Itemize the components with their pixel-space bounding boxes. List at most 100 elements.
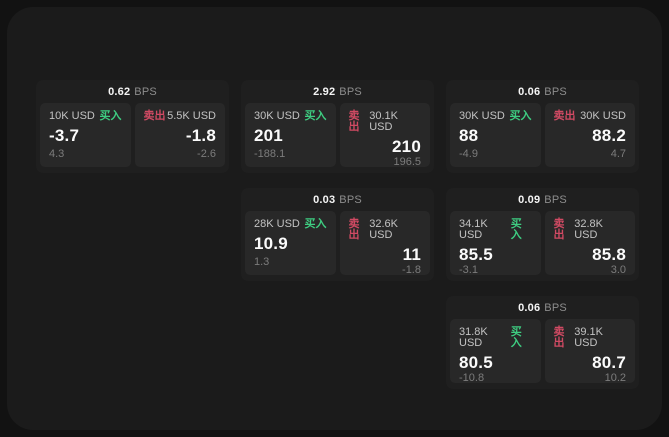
quote-card: 2.92 BPS 30K USD 买入 201 -188.1 卖出 30.1K …: [241, 80, 434, 173]
bps-value: 0.06: [518, 85, 541, 98]
sell-tile-top: 卖出 32.8K USD: [554, 219, 627, 241]
buy-price: 88: [459, 126, 479, 145]
buy-button[interactable]: 买入: [304, 110, 327, 122]
sell-tile-top: 卖出 39.1K USD: [554, 327, 627, 349]
bps-unit-label: BPS: [544, 301, 567, 314]
buy-price: 80.5: [459, 353, 493, 372]
bps-unit-label: BPS: [544, 193, 567, 206]
sell-tile-top: 卖出 32.6K USD: [349, 219, 422, 241]
buy-button[interactable]: 买入: [304, 218, 327, 230]
sell-quote-tile[interactable]: 卖出 32.6K USD 11 -1.8: [339, 211, 430, 276]
buy-change: -4.9: [459, 148, 478, 160]
buy-quote-tile[interactable]: 30K USD 买入 201 -188.1: [245, 103, 336, 167]
sell-tile-top: 卖出 5.5K USD: [144, 111, 217, 122]
buy-quote-tile[interactable]: 30K USD 买入 88 -4.9: [450, 103, 541, 167]
buy-button[interactable]: 买入: [510, 218, 522, 241]
quote-tiles: 30K USD 买入 88 -4.9 卖出 30K USD 88.2 4.7: [446, 103, 639, 167]
bps-header: 2.92 BPS: [241, 80, 434, 103]
buy-change: 4.3: [49, 148, 65, 160]
bps-value: 0.06: [518, 301, 541, 314]
buy-tile-top: 30K USD 买入: [254, 111, 327, 122]
bps-header: 0.06 BPS: [446, 296, 639, 319]
sell-change: 3.0: [610, 263, 626, 276]
sell-amount: 32.6K USD: [369, 218, 398, 241]
buy-button[interactable]: 买入: [510, 326, 522, 349]
sell-quote-tile[interactable]: 卖出 32.8K USD 85.8 3.0: [544, 211, 635, 276]
buy-quote-tile[interactable]: 34.1K USD 买入 85.5 -3.1: [450, 211, 541, 275]
bps-value: 0.09: [518, 193, 541, 206]
buy-tile-top: 10K USD 买入: [49, 111, 122, 122]
buy-amount: 10K USD: [49, 110, 95, 122]
buy-quote-tile[interactable]: 31.8K USD 买入 80.5 -10.8: [450, 319, 541, 383]
sell-change: 10.2: [604, 371, 626, 384]
sell-change: -1.8: [402, 263, 421, 276]
bps-unit-label: BPS: [134, 85, 157, 98]
quote-tiles: 10K USD 买入 -3.7 4.3 卖出 5.5K USD -1.8 -2.…: [36, 103, 229, 167]
sell-amount: 39.1K USD: [574, 326, 603, 349]
buy-change: 1.3: [254, 256, 270, 268]
buy-amount: 31.8K USD: [459, 326, 488, 349]
sell-button[interactable]: 卖出: [553, 218, 565, 241]
sell-quote-tile[interactable]: 卖出 30K USD 88.2 4.7: [544, 103, 635, 167]
quote-card: 0.06 BPS 30K USD 买入 88 -4.9 卖出 30K USD 8…: [446, 80, 639, 173]
sell-change: -2.6: [197, 148, 216, 160]
bps-unit-label: BPS: [544, 85, 567, 98]
buy-tile-top: 28K USD 买入: [254, 219, 327, 230]
sell-price: 88.2: [592, 126, 626, 145]
quote-tiles: 31.8K USD 买入 80.5 -10.8 卖出 39.1K USD 80.…: [446, 319, 639, 383]
sell-price: -1.8: [185, 126, 216, 145]
sell-quote-tile[interactable]: 卖出 5.5K USD -1.8 -2.6: [134, 103, 225, 167]
buy-quote-tile[interactable]: 10K USD 买入 -3.7 4.3: [40, 103, 131, 167]
quote-card: 0.62 BPS 10K USD 买入 -3.7 4.3 卖出 5.5K USD…: [36, 80, 229, 173]
bps-header: 0.06 BPS: [446, 80, 639, 103]
quote-card: 0.03 BPS 28K USD 买入 10.9 1.3 卖出 32.6K US…: [241, 188, 434, 281]
bps-unit-label: BPS: [339, 85, 362, 98]
buy-change: -188.1: [254, 148, 286, 160]
bps-value: 2.92: [313, 85, 336, 98]
buy-amount: 34.1K USD: [459, 218, 488, 241]
bps-header: 0.03 BPS: [241, 188, 434, 211]
sell-price: 210: [392, 137, 421, 156]
buy-amount: 28K USD: [254, 218, 300, 230]
sell-quote-tile[interactable]: 卖出 30.1K USD 210 196.5: [339, 103, 430, 168]
buy-quote-tile[interactable]: 28K USD 买入 10.9 1.3: [245, 211, 336, 275]
sell-amount: 30.1K USD: [369, 110, 398, 133]
bps-value: 0.62: [108, 85, 131, 98]
buy-tile-top: 31.8K USD 买入: [459, 327, 532, 349]
quote-tiles: 30K USD 买入 201 -188.1 卖出 30.1K USD 210 1…: [241, 103, 434, 167]
sell-change: 196.5: [393, 155, 421, 168]
sell-button[interactable]: 卖出: [143, 110, 166, 122]
sell-tile-top: 卖出 30.1K USD: [349, 111, 422, 133]
buy-button[interactable]: 买入: [99, 110, 122, 122]
bps-value: 0.03: [313, 193, 336, 206]
bps-unit-label: BPS: [339, 193, 362, 206]
sell-button[interactable]: 卖出: [553, 110, 576, 122]
buy-change: -10.8: [459, 371, 485, 384]
buy-amount: 30K USD: [254, 110, 300, 122]
quote-card: 0.06 BPS 31.8K USD 买入 80.5 -10.8 卖出 39.1…: [446, 296, 639, 389]
sell-price: 80.7: [592, 353, 626, 372]
sell-amount: 5.5K USD: [167, 110, 216, 122]
bps-header: 0.09 BPS: [446, 188, 639, 211]
buy-price: -3.7: [49, 126, 80, 145]
buy-amount: 30K USD: [459, 110, 505, 122]
buy-price: 85.5: [459, 245, 493, 264]
sell-button[interactable]: 卖出: [348, 218, 360, 241]
sell-price: 11: [402, 245, 421, 264]
sell-amount: 32.8K USD: [574, 218, 603, 241]
buy-price: 201: [254, 126, 283, 145]
sell-button[interactable]: 卖出: [553, 326, 565, 349]
sell-tile-top: 卖出 30K USD: [554, 111, 627, 122]
buy-tile-top: 30K USD 买入: [459, 111, 532, 122]
sell-change: 4.7: [610, 148, 626, 160]
sell-quote-tile[interactable]: 卖出 39.1K USD 80.7 10.2: [544, 319, 635, 384]
buy-button[interactable]: 买入: [509, 110, 532, 122]
buy-change: -3.1: [459, 263, 478, 276]
sell-price: 85.8: [592, 245, 626, 264]
sell-amount: 30K USD: [580, 110, 626, 122]
quote-tiles: 28K USD 买入 10.9 1.3 卖出 32.6K USD 11 -1.8: [241, 211, 434, 275]
sell-button[interactable]: 卖出: [348, 110, 360, 133]
bps-header: 0.62 BPS: [36, 80, 229, 103]
quote-card: 0.09 BPS 34.1K USD 买入 85.5 -3.1 卖出 32.8K…: [446, 188, 639, 281]
buy-tile-top: 34.1K USD 买入: [459, 219, 532, 241]
